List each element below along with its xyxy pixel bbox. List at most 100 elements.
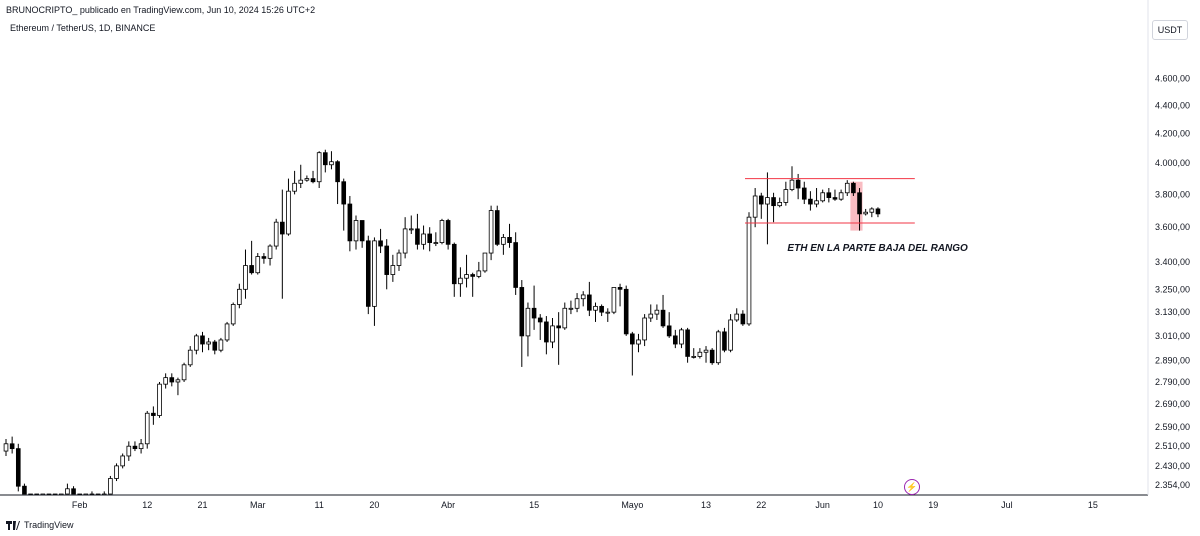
candle	[372, 237, 377, 326]
candle	[200, 331, 205, 353]
candle-body	[126, 445, 132, 457]
candle-body	[163, 377, 168, 385]
lightning-icon[interactable]: ⚡	[904, 479, 920, 495]
candle	[544, 316, 549, 355]
x-tick-label: Abr	[441, 500, 455, 510]
y-tick-label: 3.800,00	[1155, 189, 1190, 199]
candle	[537, 314, 543, 340]
x-tick-label: 12	[142, 500, 152, 510]
candle-body	[795, 179, 801, 189]
candle-body	[433, 242, 439, 244]
candle	[556, 312, 561, 365]
candle-body	[169, 377, 175, 383]
candle-body	[261, 256, 267, 259]
candle	[814, 188, 819, 208]
y-tick-label: 4.400,00	[1155, 100, 1190, 110]
y-tick-label: 4.200,00	[1155, 129, 1190, 139]
candle	[3, 438, 9, 456]
candle-body	[230, 304, 236, 325]
candle-body	[65, 488, 70, 495]
x-tick-label: 22	[756, 500, 766, 510]
candle	[144, 410, 150, 449]
annotation-layer: ETH EN LA PARTE BAJA DEL RANGO	[787, 243, 968, 254]
candle-body	[396, 252, 402, 266]
x-tick-label: Mayo	[621, 500, 643, 510]
candle	[169, 373, 175, 387]
candle-body	[365, 240, 371, 307]
candle-body	[801, 187, 807, 200]
candle-body	[574, 298, 580, 309]
candle-body	[617, 287, 623, 290]
brand-label: TradingView	[24, 520, 74, 530]
candle	[218, 337, 224, 353]
candle-body	[740, 313, 746, 325]
candle-body	[218, 339, 224, 351]
candle-body	[200, 335, 205, 345]
candle-body	[3, 443, 9, 452]
candle	[292, 170, 297, 195]
candle-body	[280, 221, 285, 235]
candle-body	[329, 161, 334, 166]
candle-body	[353, 220, 359, 242]
candle-body	[765, 197, 770, 205]
candle	[801, 181, 807, 205]
y-tick-label: 3.600,00	[1155, 222, 1190, 232]
symbol-legend[interactable]: Ethereum / TetherUS, 1D, BINANCE	[10, 23, 156, 33]
candle-body	[335, 161, 340, 183]
candle-body	[249, 265, 254, 274]
candle	[709, 348, 715, 365]
candle	[771, 192, 776, 223]
candle	[378, 228, 383, 254]
candle-body	[421, 233, 426, 245]
candle	[445, 218, 451, 250]
candle	[679, 327, 684, 349]
candle	[752, 188, 758, 228]
candle	[623, 285, 629, 336]
candle-body	[310, 178, 316, 183]
candle	[863, 208, 868, 216]
candle-body	[722, 331, 727, 351]
y-tick-label: 3.250,00	[1155, 284, 1190, 294]
candle	[194, 333, 199, 355]
candle	[550, 318, 555, 349]
candle	[599, 304, 604, 317]
candle	[365, 235, 371, 315]
candle-body	[642, 317, 647, 341]
candle	[838, 189, 844, 201]
candle	[654, 304, 660, 320]
candle-body	[587, 294, 592, 311]
y-axis: 4.600,00 4.400,00 4.200,00 4.000,00 3.800,00…	[1155, 73, 1190, 490]
candle-body	[243, 265, 248, 290]
candle	[243, 249, 248, 299]
candle-body	[703, 349, 709, 353]
x-tick-label: 13	[701, 500, 711, 510]
candle	[353, 215, 359, 250]
candle-body	[9, 443, 15, 450]
candle	[740, 310, 746, 326]
candle-body	[427, 233, 433, 243]
candle-body	[415, 228, 420, 245]
candle-body	[347, 203, 353, 242]
candle	[421, 225, 426, 250]
candle-body	[451, 243, 457, 285]
candle	[820, 189, 825, 203]
candle	[617, 283, 623, 307]
candle-body	[679, 329, 684, 345]
candle-body	[752, 195, 758, 218]
y-tick-label: 3.010,00	[1155, 331, 1190, 341]
candle	[298, 164, 304, 189]
candle	[507, 223, 512, 248]
candle-body	[482, 252, 488, 272]
range-lines-layer	[745, 178, 915, 224]
x-tick-label: 15	[529, 500, 539, 510]
candle-body	[869, 208, 875, 213]
candle	[826, 188, 832, 203]
currency-selector[interactable]: USDT	[1152, 20, 1188, 40]
candle	[163, 373, 168, 389]
candle	[648, 304, 654, 322]
candle-body	[237, 288, 242, 305]
candle	[101, 491, 107, 496]
candle-body	[390, 265, 396, 275]
candle-body	[206, 341, 211, 345]
